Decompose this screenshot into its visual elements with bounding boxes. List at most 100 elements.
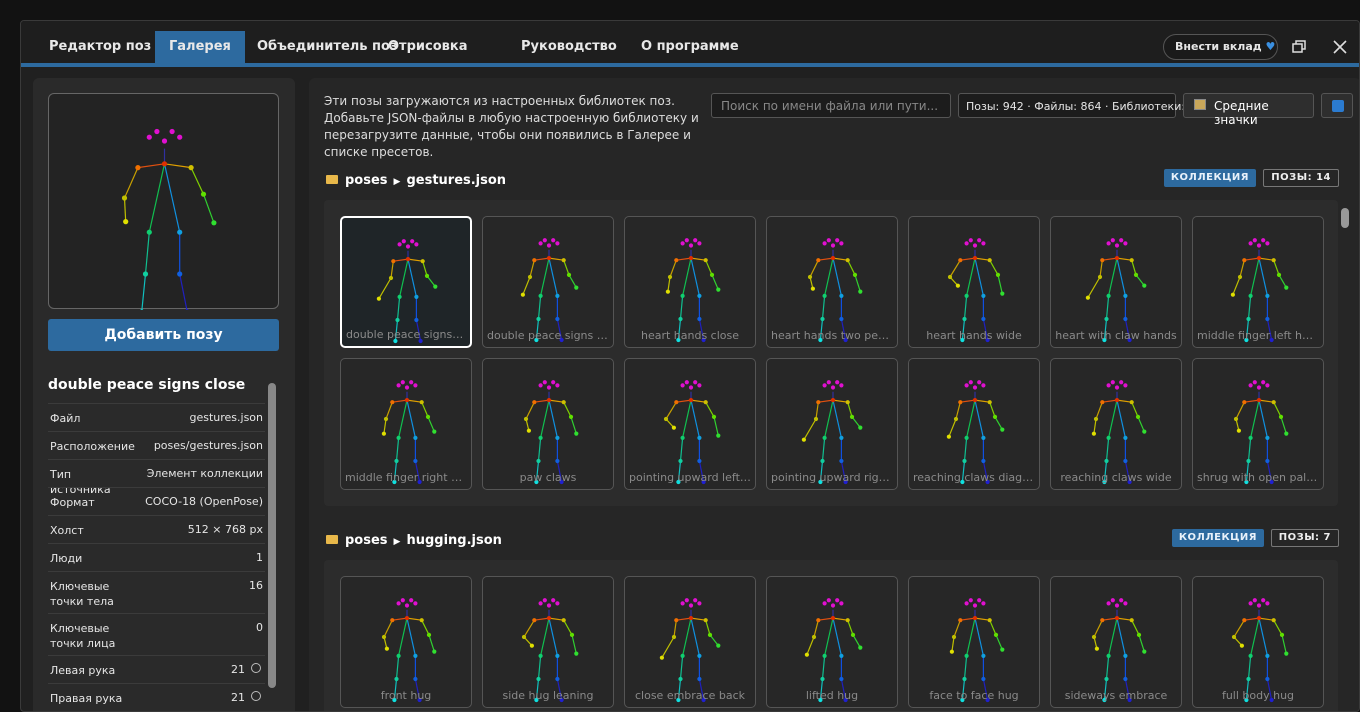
bone (821, 437, 826, 462)
pose-card[interactable]: double peace signs wide (482, 216, 614, 348)
bone (537, 295, 542, 320)
joint (424, 273, 430, 278)
joint (1123, 383, 1128, 388)
bone (1102, 257, 1118, 261)
joint (693, 238, 698, 243)
joint (968, 238, 973, 243)
pose-card[interactable]: full body hug (1192, 576, 1324, 708)
zoom-icon[interactable] (251, 663, 261, 673)
pose-card[interactable]: close embrace back (624, 576, 756, 708)
bone (824, 617, 834, 657)
bone (1273, 259, 1280, 276)
add-pose-button[interactable]: Добавить позу (48, 319, 279, 351)
pose-card[interactable]: heart hands close (624, 216, 756, 348)
close-icon[interactable] (1333, 40, 1347, 54)
bone (1099, 260, 1103, 278)
pose-card[interactable]: middle finger right hand (340, 358, 472, 490)
bone (832, 399, 842, 439)
joint (574, 285, 579, 290)
joint (1242, 400, 1247, 405)
joint (396, 601, 401, 606)
detail-row: Ключевые точки лица 0 (48, 613, 265, 655)
tab[interactable]: Галерея (155, 31, 245, 63)
bone (1245, 460, 1250, 483)
joint (962, 316, 967, 322)
bone (548, 617, 558, 657)
joint (419, 618, 424, 623)
joint (551, 380, 556, 385)
pose-preview (48, 93, 279, 315)
pose-card[interactable]: face to face hug (908, 576, 1040, 708)
bone (1273, 619, 1283, 636)
detail-label: Тип источника (50, 468, 111, 496)
joint (381, 431, 386, 436)
tab[interactable]: Объединитель поз (257, 39, 398, 54)
pose-card[interactable]: middle finger left hand (1192, 216, 1324, 348)
joint (211, 220, 217, 226)
joint (843, 337, 848, 343)
bone (396, 296, 401, 321)
restore-icon[interactable] (1292, 40, 1306, 54)
joint (432, 649, 437, 654)
pose-card[interactable]: heart hands two people (766, 216, 898, 348)
bone (1105, 437, 1110, 462)
joint (1252, 598, 1257, 603)
pose-card[interactable]: paw claws (482, 358, 614, 490)
joint (1248, 293, 1253, 298)
joint (830, 616, 836, 621)
detail-row: Правая рука 21 (48, 683, 265, 711)
tab[interactable]: О программе (641, 39, 739, 54)
bone (1247, 655, 1252, 680)
pose-card[interactable]: side hug leaning (482, 576, 614, 708)
tab[interactable]: Редактор поз (49, 39, 152, 54)
pose-card[interactable]: front hug (340, 576, 472, 708)
bone (399, 258, 409, 298)
joint (574, 651, 579, 656)
pose-card[interactable]: shrug with open palms (1192, 358, 1324, 490)
folder-name: poses (345, 533, 388, 548)
bone (705, 401, 715, 418)
tab[interactable]: Руководство (521, 39, 617, 54)
tab[interactable]: Отрисовка (388, 39, 468, 54)
pose-card[interactable]: reaching claws wide (1050, 358, 1182, 490)
pose-skeleton (121, 128, 217, 315)
pose-skeleton (663, 380, 721, 485)
joint (538, 601, 543, 606)
detail-label: Файл (50, 412, 81, 425)
zoom-icon[interactable] (251, 691, 261, 701)
joint (697, 676, 702, 682)
joint (1000, 647, 1005, 652)
bone (422, 261, 428, 277)
joint (1284, 651, 1289, 656)
bone (974, 399, 990, 403)
pose-name: middle finger left hand (1197, 329, 1319, 342)
joint (835, 380, 840, 385)
joint (1248, 435, 1253, 440)
scrollbar[interactable] (268, 383, 276, 688)
joint (716, 643, 721, 648)
pose-card[interactable]: reaching claws diagonal (908, 358, 1040, 490)
scrollbar[interactable] (1341, 208, 1349, 228)
pose-card[interactable]: lifted hug (766, 576, 898, 708)
search-input[interactable]: Поиск по имени файла или пути... (711, 93, 951, 118)
bone (1258, 617, 1268, 657)
pose-card[interactable]: pointing upward left hand (624, 358, 756, 490)
refresh-button[interactable] (1321, 93, 1353, 118)
pose-skeleton (381, 380, 437, 485)
joint (1265, 676, 1270, 682)
pose-card[interactable]: double peace signs close (340, 216, 472, 348)
bone (1108, 257, 1118, 297)
pose-card[interactable]: heart hands wide (908, 216, 1040, 348)
pose-skeleton (659, 598, 721, 703)
contribute-button[interactable]: Внести вклад ♥ (1163, 34, 1278, 60)
pose-card[interactable]: pointing upward right hand (766, 358, 898, 490)
view-size-button[interactable]: Средние значки (1183, 93, 1314, 127)
joint (1265, 435, 1270, 440)
pose-card[interactable]: sideways embrace (1050, 576, 1182, 708)
joint (542, 238, 547, 243)
joint (701, 337, 706, 343)
bone (847, 619, 854, 636)
bone (1103, 318, 1108, 341)
bone (824, 257, 834, 297)
pose-card[interactable]: heart with claw hands (1050, 216, 1182, 348)
